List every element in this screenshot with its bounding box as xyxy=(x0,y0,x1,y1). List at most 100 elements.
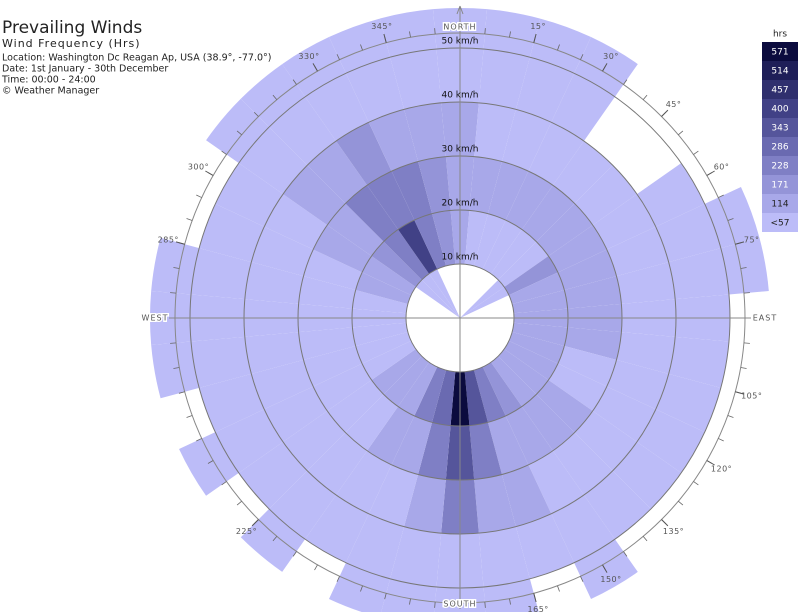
sector-cell xyxy=(548,363,607,411)
cardinal-label: WEST xyxy=(142,314,169,323)
dir-label: 330° xyxy=(298,52,319,61)
chart-title: Prevailing Winds xyxy=(2,18,142,38)
sector-cell xyxy=(367,171,415,230)
minor-tick xyxy=(186,415,193,418)
sector-cell xyxy=(151,237,200,295)
sector-cell xyxy=(215,409,284,473)
minor-tick xyxy=(173,267,180,269)
sector-cell xyxy=(574,539,638,599)
sector-cell xyxy=(305,494,369,563)
sector-cell xyxy=(345,394,399,451)
ring-label: 30 km/h xyxy=(441,145,478,155)
sector-cell xyxy=(592,386,656,442)
dir-label: 120° xyxy=(711,465,732,474)
legend-swatch xyxy=(762,80,798,99)
sector-cell xyxy=(264,194,328,250)
legend-swatch xyxy=(762,194,798,213)
sector-cell xyxy=(498,348,549,395)
sector-cell xyxy=(251,359,314,410)
minor-tick xyxy=(170,342,177,344)
sector-cell xyxy=(307,432,368,495)
minor-tick xyxy=(484,601,486,608)
minor-tick xyxy=(623,551,628,557)
sector-cell xyxy=(552,141,613,204)
sector-cell xyxy=(460,287,509,318)
sector-cell xyxy=(362,256,416,296)
sector-cell xyxy=(528,450,584,514)
minor-tick xyxy=(727,218,734,221)
dir-label: 45° xyxy=(666,100,682,109)
sector-cell xyxy=(283,165,346,226)
sector-cell xyxy=(238,127,308,195)
minor-tick xyxy=(360,44,363,51)
minor-tick xyxy=(292,79,297,85)
sector-cell xyxy=(655,203,721,263)
sector-cell xyxy=(379,9,437,58)
minor-tick xyxy=(434,601,436,608)
sector-cell xyxy=(327,203,384,257)
sector-cell xyxy=(303,249,363,291)
minor-tick xyxy=(718,194,724,198)
sector-cell xyxy=(564,276,622,309)
sector-cell xyxy=(390,526,442,587)
dir-label: 105° xyxy=(741,392,762,401)
minor-tick xyxy=(409,31,411,38)
minor-tick xyxy=(509,31,511,38)
ring-label: 40 km/h xyxy=(441,91,478,101)
sector-cell xyxy=(345,185,399,242)
legend-swatch xyxy=(762,213,798,232)
sector-cell xyxy=(529,18,592,74)
sector-cell xyxy=(504,256,558,296)
sector-cell xyxy=(298,276,356,309)
sector-cell xyxy=(398,362,438,416)
sector-cell xyxy=(391,161,433,221)
sector-cell xyxy=(474,102,516,162)
sector-cell xyxy=(469,422,502,480)
legend-title: hrs xyxy=(773,30,787,40)
sector-cell xyxy=(501,109,552,172)
sector-cell xyxy=(415,279,460,318)
sector-cell xyxy=(478,526,530,587)
dir-tick xyxy=(205,170,214,176)
cardinal-label: NORTH xyxy=(443,23,476,32)
sector-cell xyxy=(557,249,617,291)
minor-tick xyxy=(580,576,584,582)
sector-cell xyxy=(636,163,705,227)
sector-cell xyxy=(390,49,442,110)
dir-label: 225° xyxy=(236,527,257,536)
sector-cell xyxy=(483,9,541,58)
sector-cell xyxy=(505,406,553,465)
sector-cell xyxy=(414,366,447,423)
sector-cell xyxy=(574,165,637,226)
sector-cell xyxy=(528,122,584,186)
minor-tick xyxy=(557,44,560,51)
legend-label: 457 xyxy=(771,86,788,96)
sector-cell xyxy=(282,37,346,97)
sector-cell xyxy=(668,248,729,300)
sector-cell xyxy=(215,163,284,227)
legend-label: 400 xyxy=(771,105,788,115)
sector-cell xyxy=(668,336,729,388)
sector-cell xyxy=(418,156,451,214)
sector-cell xyxy=(191,248,252,300)
legend-label: 228 xyxy=(771,162,788,172)
dir-tick xyxy=(312,63,318,72)
sector-cell xyxy=(482,362,522,416)
minor-tick xyxy=(207,460,214,464)
ring-label: 20 km/h xyxy=(441,199,478,209)
sector-cell xyxy=(487,415,529,475)
sector-cell xyxy=(612,441,682,509)
minor-tick xyxy=(272,536,278,542)
sector-cell xyxy=(328,562,391,612)
sector-cell xyxy=(574,37,638,97)
sector-cell xyxy=(432,210,456,266)
sector-cell xyxy=(490,229,537,280)
dir-label: 300° xyxy=(188,163,209,172)
legend-swatch xyxy=(762,118,798,137)
sector-cell xyxy=(704,186,760,249)
sector-cell xyxy=(352,290,408,314)
sector-cell xyxy=(521,394,575,451)
sector-cell xyxy=(244,262,304,304)
